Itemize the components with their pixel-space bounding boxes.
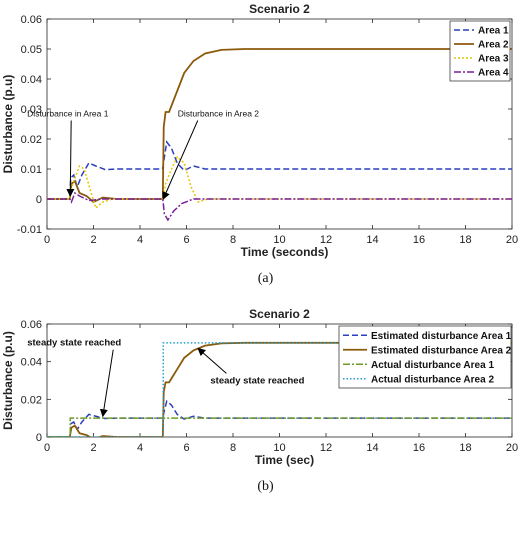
- x-tick-label: 8: [230, 442, 236, 454]
- x-tick-label: 4: [137, 234, 143, 246]
- x-tick-label: 14: [366, 442, 378, 454]
- legend-entry: Actual disturbance Area 2: [371, 374, 494, 385]
- figure-caption: (b): [257, 479, 274, 494]
- x-tick-label: 20: [506, 234, 518, 246]
- series-group: [47, 48, 512, 222]
- y-tick-label: 0: [36, 432, 42, 444]
- x-tick-label: 2: [90, 234, 96, 246]
- chart-a: 0 2 4 6 8 10 12 14 16 18 20-0.0100.010.020.030.040…: [1, 2, 518, 286]
- y-tick-label: 0.01: [21, 164, 42, 176]
- x-tick-label: 16: [413, 442, 425, 454]
- x-tick-label: 12: [320, 442, 332, 454]
- x-tick-label: 8: [230, 234, 236, 246]
- y-tick-label: 0.04: [21, 74, 42, 86]
- chart-title: Scenario 2: [249, 307, 310, 321]
- y-axis-label: Disturbance (p.u): [1, 75, 15, 174]
- legend-entry: Area 3: [478, 54, 509, 65]
- y-tick-label: 0.02: [21, 394, 42, 406]
- legend-entry: Estimated disturbance Area 1: [371, 331, 512, 342]
- annotation-arrow: [197, 347, 227, 374]
- y-axis-label: Disturbance (p.u): [1, 331, 15, 430]
- plot-area: [46, 18, 513, 230]
- x-tick-label: 18: [459, 442, 471, 454]
- x-tick-label: 0: [44, 234, 50, 246]
- x-tick-label: 10: [273, 234, 285, 246]
- annotation-text: steady state reached: [210, 375, 304, 386]
- x-tick-label: 10: [273, 442, 285, 454]
- x-tick-label: 6: [183, 234, 189, 246]
- y-tick-label: 0.04: [21, 357, 42, 369]
- legend-entry: Area 2: [478, 40, 509, 51]
- y-tick-label: 0.06: [21, 14, 42, 26]
- y-tick-label: 0.03: [21, 104, 42, 116]
- y-tick-label: 0.06: [21, 319, 42, 331]
- x-tick-label: 12: [320, 234, 332, 246]
- series-group: [47, 341, 512, 437]
- y-tick-label: 0.05: [21, 44, 42, 56]
- chart-title: Scenario 2: [249, 2, 310, 16]
- figure-caption: (a): [258, 271, 274, 286]
- legend-entry: Estimated disturbance Area 2: [371, 345, 512, 356]
- legend-box: [338, 325, 512, 389]
- x-tick-label: 2: [90, 442, 96, 454]
- y-tick-label: 0.02: [21, 134, 42, 146]
- x-tick-label: 16: [413, 234, 425, 246]
- legend-entry: Area 1: [478, 26, 509, 37]
- annotation-arrow: [99, 349, 114, 418]
- legend-box: [449, 20, 511, 82]
- annotation-text: steady state reached: [27, 338, 121, 349]
- x-tick-label: 4: [137, 442, 143, 454]
- annotation-arrow: [162, 120, 199, 200]
- x-axis-label: Time (seconds): [241, 245, 329, 259]
- x-tick-label: 18: [459, 234, 471, 246]
- legend-entry: Area 4: [478, 68, 509, 79]
- x-tick-label: 0: [44, 442, 50, 454]
- annotation-text: Disturbance in Area 1: [27, 109, 109, 119]
- y-tick-label: -0.01: [17, 224, 42, 236]
- series-line-1: [47, 140, 512, 200]
- y-tick-label: 0: [36, 194, 42, 206]
- series-line-3: [47, 417, 512, 437]
- x-tick-label: 20: [506, 442, 518, 454]
- series-line-2: [47, 48, 512, 204]
- x-tick-label: 14: [366, 234, 378, 246]
- chart-b: 0 2 4 6 8 10 12 14 16 18 20 0 0.02 0.04 0.06 Scenario 2…: [1, 307, 518, 494]
- x-tick-label: 6: [183, 442, 189, 454]
- x-axis-label: Time (sec): [255, 453, 314, 467]
- annotation-arrow: [66, 120, 75, 197]
- legend-entry: Actual disturbance Area 1: [371, 360, 494, 371]
- series-line-4: [47, 191, 512, 222]
- annotation-text: Disturbance in Area 2: [178, 109, 260, 119]
